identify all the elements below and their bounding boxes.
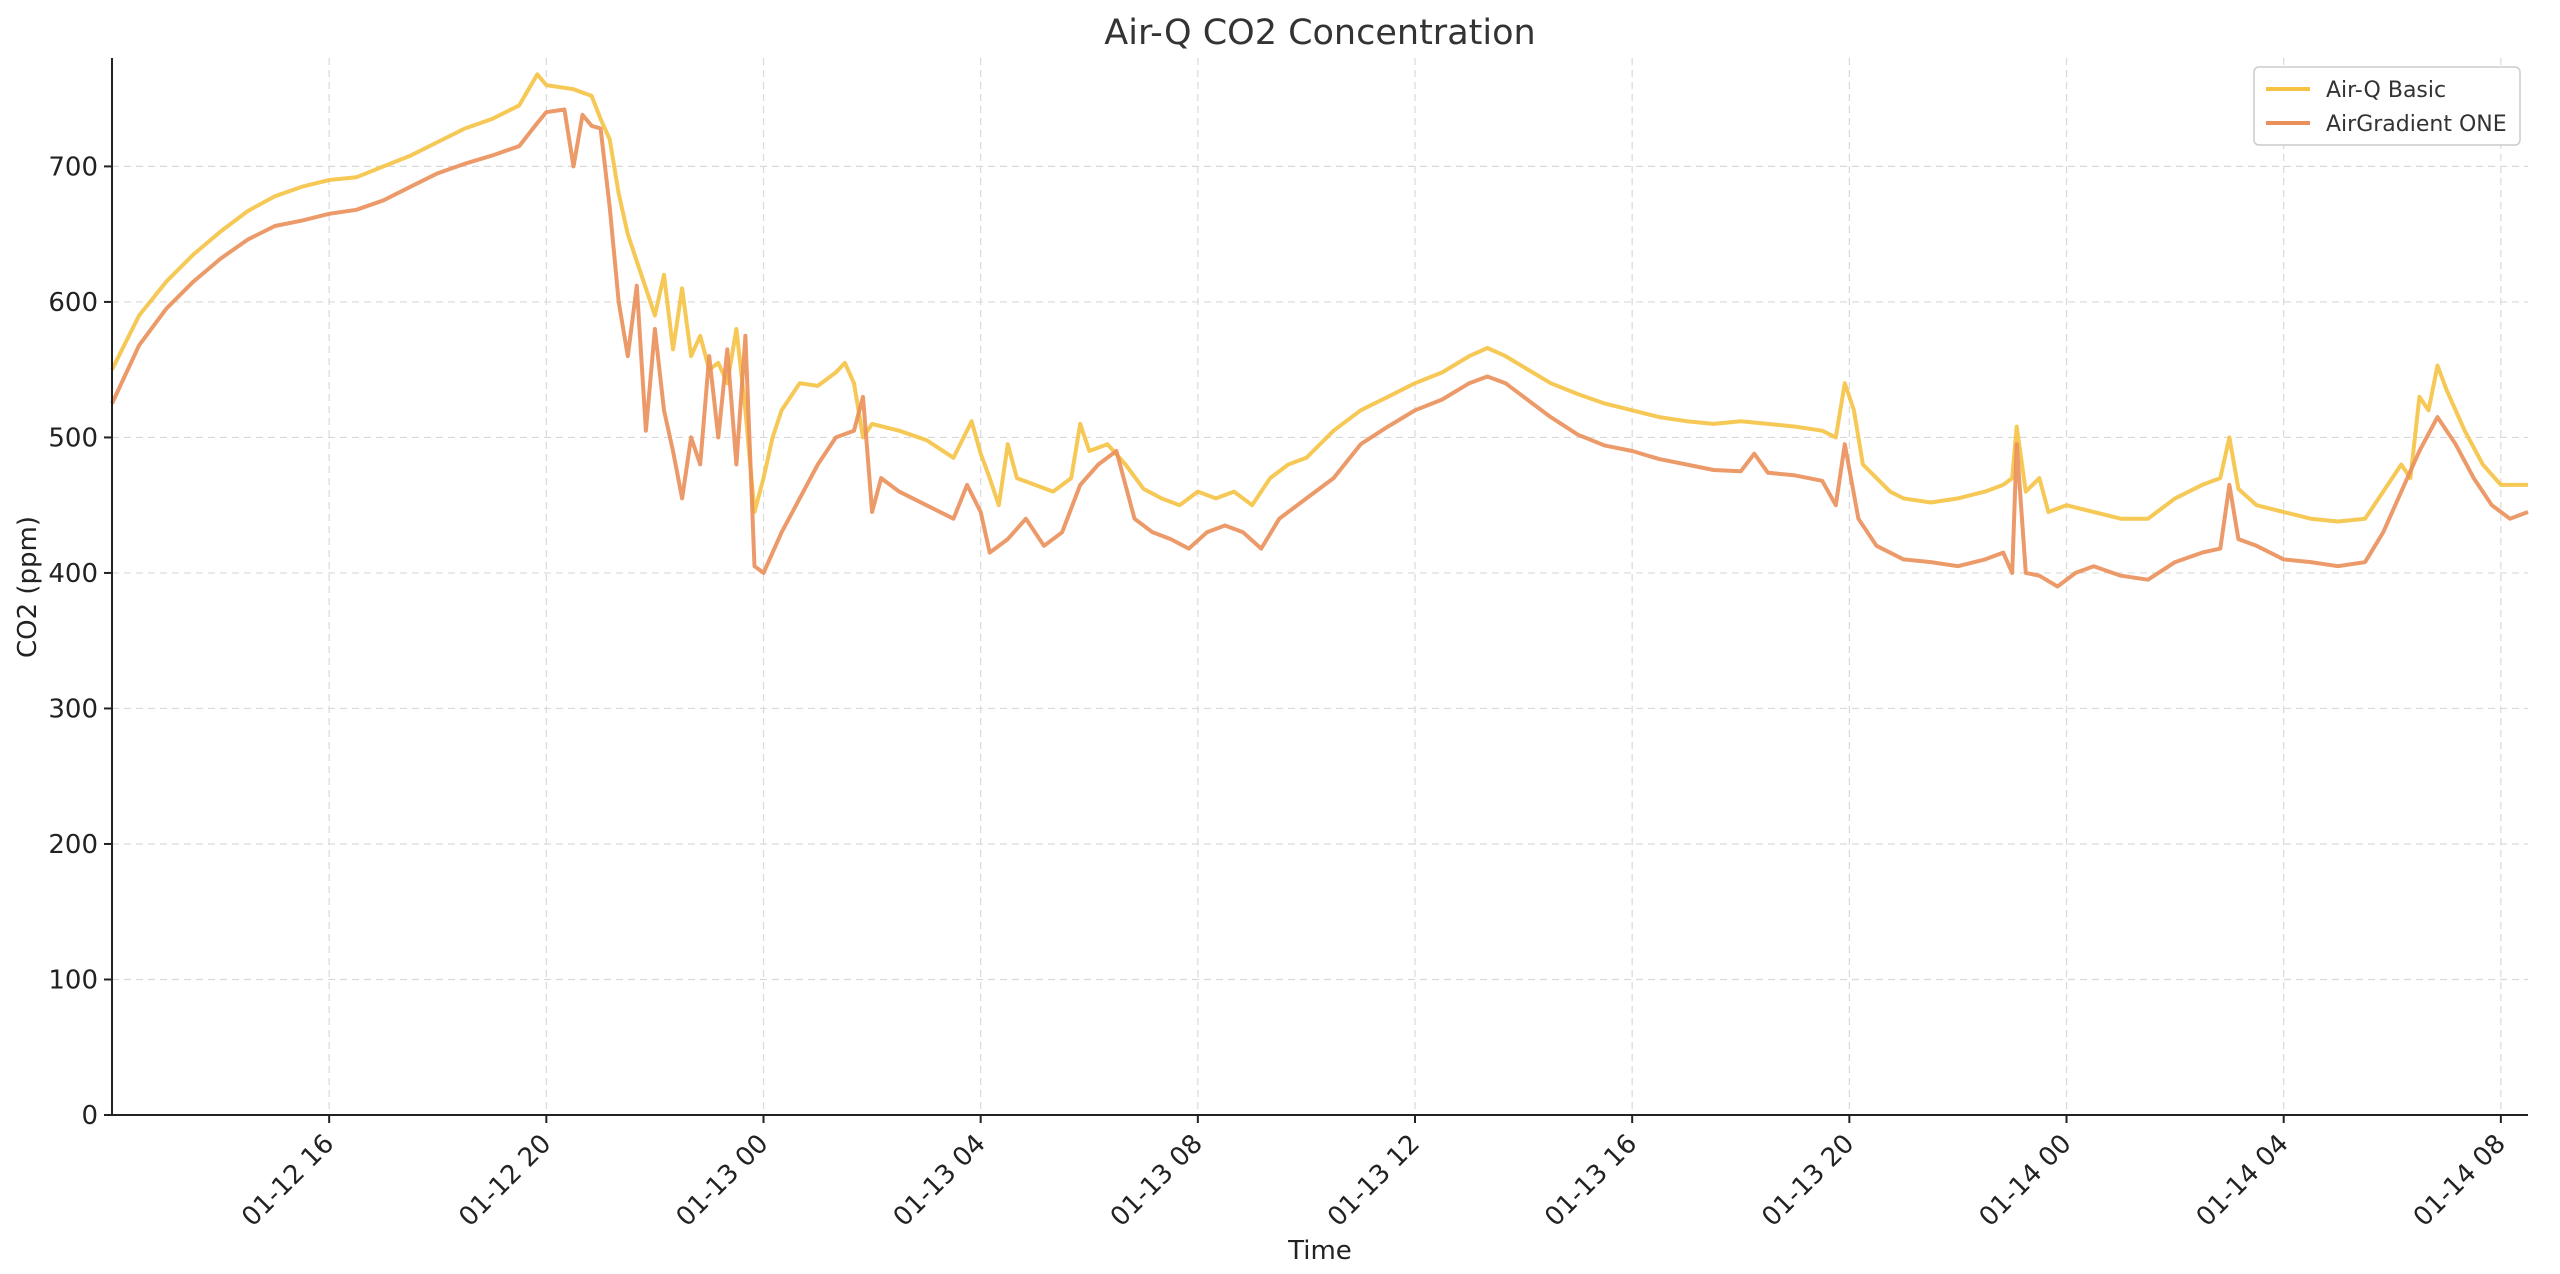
- grid-lines: [112, 58, 2528, 1115]
- y-tick-label: 300: [48, 694, 98, 724]
- y-tick-label: 600: [48, 288, 98, 318]
- legend: Air-Q Basic AirGradient ONE: [2253, 66, 2521, 146]
- legend-box: [2253, 66, 2521, 146]
- x-tick-label: 01-14 00: [1974, 1129, 2078, 1233]
- x-tick-label: 01-12 20: [453, 1129, 557, 1233]
- y-tick-label: 100: [48, 965, 98, 995]
- y-tick-label: 200: [48, 830, 98, 860]
- legend-label: AirGradient ONE: [2326, 112, 2507, 137]
- x-axis-label: Time: [1287, 1236, 1352, 1266]
- x-tick-label: 01-14 04: [2191, 1129, 2295, 1233]
- x-tick-label: 01-13 20: [1756, 1129, 1860, 1233]
- x-tick-label: 01-13 04: [888, 1129, 992, 1233]
- y-tick-label: 500: [48, 423, 98, 453]
- y-axis-label: CO2 (ppm): [13, 516, 43, 658]
- legend-label: Air-Q Basic: [2326, 78, 2446, 103]
- x-tick-label: 01-13 12: [1322, 1129, 1426, 1233]
- chart-title: Air-Q CO2 Concentration: [1104, 13, 1535, 53]
- y-tick-label: 400: [48, 559, 98, 589]
- series-line-air-q-basic: [110, 72, 2528, 524]
- y-tick-label: 700: [48, 152, 98, 182]
- x-tick-label: 01-14 08: [2408, 1129, 2512, 1233]
- x-tick-label: 01-13 16: [1539, 1129, 1643, 1233]
- tick-labels: 0 100 200 300 400 500 600 700 01-12 16 01-12 20 01…: [48, 152, 2511, 1232]
- x-tick-label: 01-12 16: [236, 1129, 340, 1233]
- series-lines: [110, 72, 2529, 589]
- series-line-airgradient-one: [110, 107, 2529, 589]
- axes: [104, 58, 2528, 1123]
- x-tick-label: 01-13 08: [1105, 1129, 1209, 1233]
- y-tick-label: 0: [81, 1101, 98, 1131]
- x-tick-label: 01-13 00: [671, 1129, 775, 1233]
